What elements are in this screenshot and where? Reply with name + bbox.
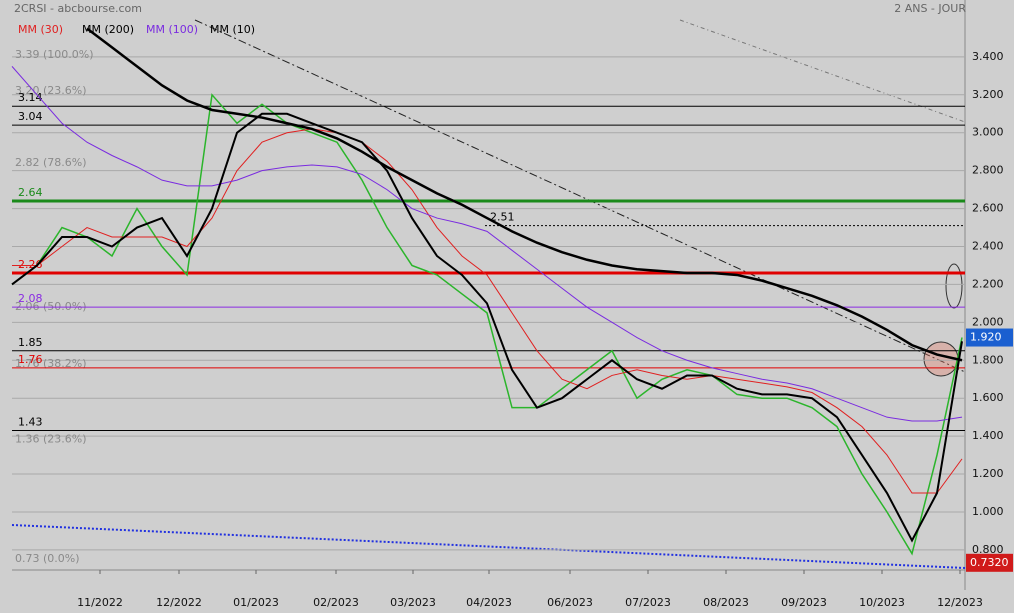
x-tick-label: 06/2023: [547, 596, 593, 609]
fib-label: 3.39 (100.0%): [15, 48, 94, 61]
legend-label: MM (200): [82, 23, 134, 36]
y-tick-label: 3.000: [972, 126, 1004, 139]
y-tick-label: 2.800: [972, 164, 1004, 177]
y-tick-label: 2.000: [972, 315, 1004, 328]
price-line: [11, 93, 963, 556]
fib-label: 0.73 (0.0%): [15, 552, 80, 565]
price-box-label: 1.920: [970, 331, 1002, 344]
fib-label: 3.20 (23.6%): [15, 84, 87, 97]
y-tick-label: 1.400: [972, 429, 1004, 442]
legend-label: MM (30): [18, 23, 63, 36]
y-tick-label: 1.800: [972, 353, 1004, 366]
x-tick-label: 11/2022: [77, 596, 123, 609]
y-tick-label: 1.600: [972, 391, 1004, 404]
fib-label: 1.36 (23.6%): [15, 433, 87, 446]
ma-line: [86, 27, 963, 362]
y-tick-label: 2.200: [972, 277, 1004, 290]
trend-line: [194, 19, 966, 373]
x-tick-label: 07/2023: [625, 596, 671, 609]
price-box: [966, 328, 1013, 347]
level-label: 1.43: [18, 415, 43, 428]
fib-label: 2.82 (78.6%): [15, 156, 87, 169]
fib-label: 1.76 (38.2%): [15, 357, 87, 370]
level-label: 1.85: [18, 336, 43, 349]
y-tick-label: 1.200: [972, 467, 1004, 480]
level-label: 2.26: [18, 258, 43, 271]
y-tick-label: 0.800: [972, 543, 1004, 556]
y-tick-label: 3.400: [972, 50, 1004, 63]
ma-line: [11, 112, 963, 543]
x-tick-label: 03/2023: [390, 596, 436, 609]
ma-line: [11, 66, 963, 422]
legend-label: MM (100): [146, 23, 198, 36]
x-tick-label: 12/2022: [156, 596, 202, 609]
level-label: 3.04: [18, 110, 43, 123]
x-tick-label: 12/2023: [937, 596, 983, 609]
y-tick-label: 2.400: [972, 240, 1004, 253]
y-tick-label: 3.200: [972, 88, 1004, 101]
x-tick-label: 02/2023: [313, 596, 359, 609]
fib-label: 2.06 (50.0%): [15, 300, 87, 313]
x-tick-label: 01/2023: [233, 596, 279, 609]
ma-line: [12, 128, 963, 494]
chart-title: 2CRSI - abcbourse.com: [14, 2, 142, 15]
level-label: 2.51: [490, 211, 515, 224]
legend-label: MM (10): [210, 23, 255, 36]
x-tick-label: 04/2023: [466, 596, 512, 609]
level-label: 2.64: [18, 186, 43, 199]
chart-subtitle: 2 ANS - JOUR: [894, 2, 966, 15]
level-label: 3.14: [18, 91, 43, 104]
highlight-circle: [945, 263, 963, 309]
support-line: [11, 524, 966, 569]
price-box: [966, 553, 1013, 572]
y-tick-label: 1.000: [972, 505, 1004, 518]
level-label: 1.76: [18, 353, 43, 366]
y-tick-label: 2.600: [972, 202, 1004, 215]
price-box-label: 0.7320: [970, 556, 1009, 569]
x-tick-label: 08/2023: [703, 596, 749, 609]
level-label: 2.08: [18, 292, 43, 305]
x-tick-label: 09/2023: [781, 596, 827, 609]
x-tick-label: 10/2023: [859, 596, 905, 609]
